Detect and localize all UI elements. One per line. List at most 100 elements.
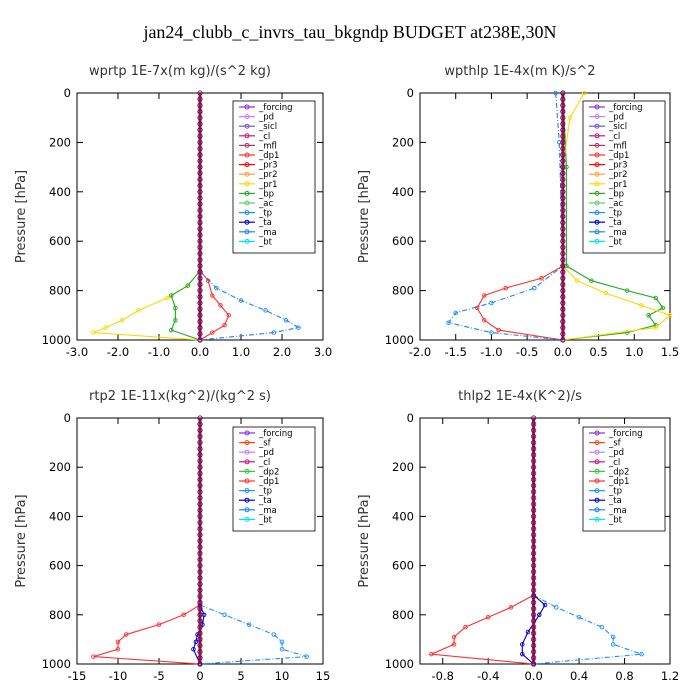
series-line-_tp (199, 604, 307, 665)
legend-marker (594, 219, 600, 225)
series-point-_bp (169, 327, 174, 333)
series-point-_dp1 (496, 327, 501, 333)
series-point-_bp (653, 295, 658, 301)
legend-entry: _dp1 (608, 477, 629, 487)
series-point-_dp1 (485, 615, 491, 620)
x-tick-label: 2.0 (273, 345, 291, 359)
series-point-_forcing (560, 201, 566, 207)
x-tick-label: -15 (68, 669, 87, 683)
series-point-_forcing (197, 121, 203, 127)
series-point-_forcing (531, 433, 537, 440)
series-point-_forcing (197, 562, 203, 569)
legend-marker (594, 488, 600, 494)
x-tick-label: -0.8 (432, 669, 454, 683)
legend-entry: _ac (608, 199, 623, 209)
y-tick-label: 1000 (42, 657, 71, 671)
series-point-_forcing (560, 213, 566, 220)
series-point-_dp1 (222, 322, 227, 328)
legend-marker (594, 123, 600, 129)
legend-marker (244, 210, 250, 216)
x-tick-label: -0.5 (516, 345, 538, 359)
series-point-_forcing (197, 325, 203, 331)
series-point-_ta (525, 629, 531, 635)
series-point-_forcing (560, 127, 566, 133)
y-tick-label: 600 (392, 559, 414, 573)
series-point-_forcing (197, 207, 203, 213)
legend-marker (594, 430, 600, 436)
legend-entry: _pd (258, 113, 274, 123)
y-axis-label: Pressure [hPa] (14, 494, 29, 587)
legend-marker (594, 229, 600, 235)
legend-entry: _pd (608, 113, 624, 123)
series-point-_forcing (531, 562, 537, 569)
series-point-_forcing (197, 513, 203, 520)
series-point-_forcing (197, 158, 203, 164)
series-point-_forcing (560, 170, 566, 176)
series-point-_forcing (197, 439, 203, 446)
legend-marker (244, 430, 250, 436)
series-point-_forcing (197, 642, 203, 649)
legend-entry: _sf (608, 439, 622, 449)
legend-entry: _cl (608, 132, 620, 142)
series-point-_forcing (197, 244, 203, 250)
series-point-_forcing (197, 427, 203, 433)
legend-marker (594, 200, 600, 206)
legend-entry: _pr1 (608, 180, 628, 190)
y-tick-label: 0 (407, 411, 414, 425)
legend-entry: _dp2 (258, 467, 279, 477)
x-tick-label: -0.4 (477, 669, 499, 683)
series-point-_tp (222, 612, 227, 618)
legend-marker (244, 468, 250, 474)
x-tick-label: 10 (275, 669, 290, 683)
legend-marker (244, 171, 250, 177)
series-point-_forcing (531, 630, 537, 636)
legend-entry: _forcing (258, 429, 293, 439)
series-point-_forcing (531, 415, 537, 421)
series-point-_forcing (197, 624, 203, 630)
series-point-_forcing (531, 526, 537, 532)
series-point-_forcing (531, 612, 537, 618)
legend-entry: _forcing (608, 103, 643, 113)
series-point-_bp (169, 293, 174, 298)
series-point-_forcing (560, 115, 566, 121)
series-point-_forcing (531, 587, 537, 593)
legend-marker (244, 142, 250, 148)
x-tick-label: 0.8 (615, 669, 633, 683)
legend-marker (244, 123, 250, 129)
legend-entry: _forcing (608, 429, 643, 439)
x-tick-label: 0.0 (191, 345, 209, 359)
series-point-_forcing (531, 470, 537, 476)
series-point-_forcing (560, 325, 566, 331)
series-point-_forcing (197, 275, 203, 281)
legend-marker (244, 488, 250, 494)
legend-entry: _ma (608, 506, 627, 516)
panel-title: thlp2 1E-4x(K^2)/s (458, 389, 582, 404)
y-tick-label: 0 (64, 411, 71, 425)
legend-entry: _pr3 (608, 161, 628, 171)
legend-entry: _sicl (608, 122, 627, 132)
series-point-_ma (446, 320, 451, 325)
series-line-_ta (192, 604, 205, 665)
series-point-_tp (576, 615, 582, 620)
legend-entry: _bt (608, 237, 623, 247)
x-tick-label: 0.0 (554, 345, 572, 359)
legend-entry: _tp (258, 209, 272, 219)
series-point-_forcing (560, 133, 566, 139)
series-point-_dp1 (181, 612, 186, 618)
series-point-_forcing (531, 636, 537, 643)
series-line-_bp (562, 92, 664, 341)
series-point-_dp1 (482, 317, 487, 323)
series-point-_dp1 (115, 639, 121, 645)
legend-entry: _ac (258, 199, 273, 209)
series-point-_tp (610, 634, 616, 640)
series-point-_forcing (560, 164, 566, 170)
series-point-_forcing (531, 427, 537, 433)
y-tick-label: 1000 (42, 333, 71, 347)
series-point-_forcing (197, 269, 203, 275)
series-line-_ma (199, 270, 300, 341)
series-point-_pr1 (667, 313, 673, 318)
series-point-_forcing (560, 312, 566, 318)
legend-marker (244, 238, 250, 244)
x-tick-label: 1.0 (625, 345, 643, 359)
